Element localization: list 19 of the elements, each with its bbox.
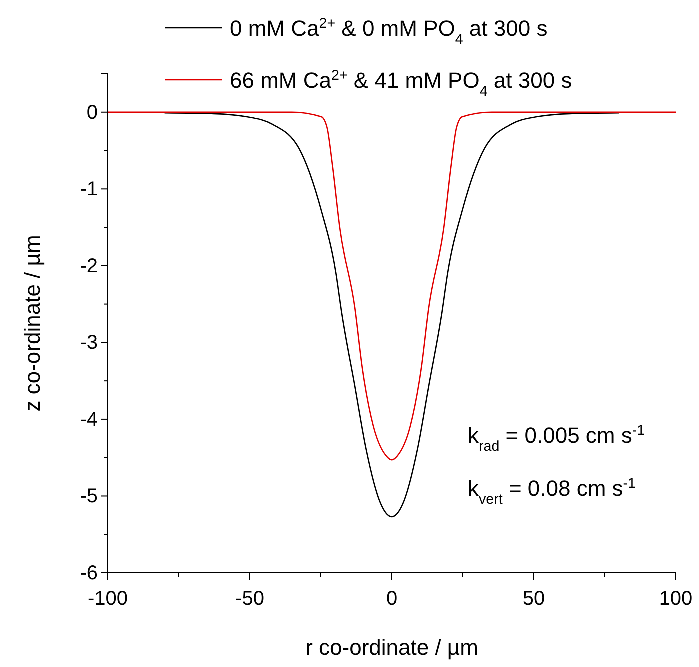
y-tick-label: -3 [80, 332, 98, 354]
x-tick-label: -50 [236, 588, 264, 610]
x-tick-label: 100 [659, 588, 693, 610]
legend-label: 0 mM Ca$^{2+}$ & 0 mM PO$_{4}$ at 300 s [230, 16, 548, 48]
x-tick-label: 50 [522, 588, 546, 610]
x-tick-label: 0 [386, 588, 398, 610]
y-tick-label: -4 [80, 408, 98, 431]
annotation: k$_{rad}$ = 0.005 cm s$^{-1}$ [468, 423, 646, 455]
annotation: k$_{vert}$ = 0.08 cm s$^{-1}$ [468, 476, 636, 508]
legend-label: 66 mM Ca$^{2+}$ & 41 mM PO$_{4}$ at 300 s [230, 68, 572, 100]
y-axis-title: z co-ordinate / µm [20, 235, 45, 412]
y-tick-label: 0 [86, 102, 98, 124]
x-axis-title: r co-ordinate / µm [306, 635, 478, 660]
y-tick-label: -2 [80, 255, 98, 278]
x-tick-label: -100 [88, 588, 128, 610]
y-tick-label: -6 [80, 562, 98, 584]
y-tick-label: -1 [80, 178, 98, 201]
y-tick-label: -5 [80, 486, 98, 508]
line-series [107, 112, 677, 461]
